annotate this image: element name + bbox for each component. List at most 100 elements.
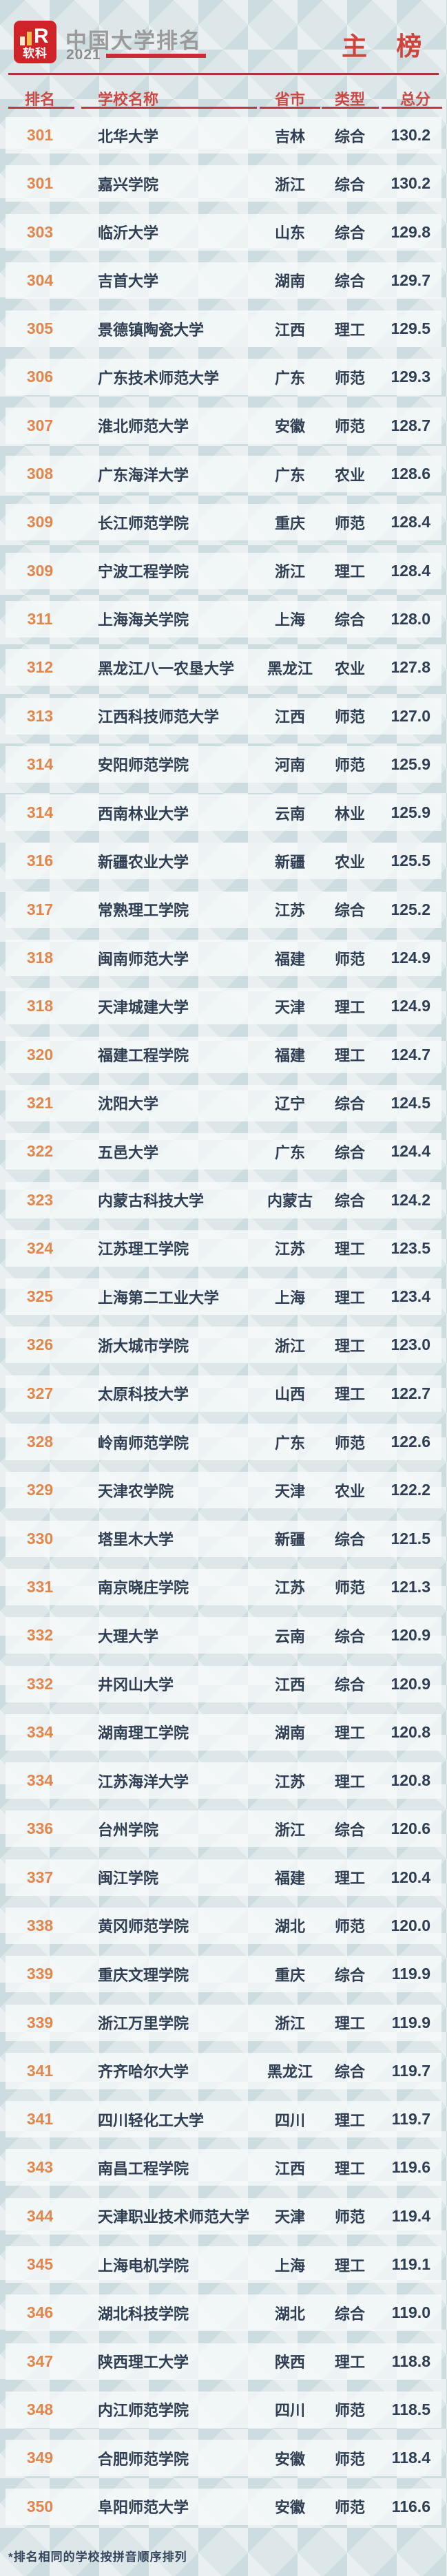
score-cell: 124.9: [391, 949, 430, 967]
score-cell: 124.4: [391, 1142, 430, 1161]
rank-cell: 313: [26, 706, 54, 725]
score-cell: 120.8: [391, 1722, 430, 1741]
type-cell: 理工: [334, 1870, 365, 1888]
type-cell: 农业: [334, 1482, 365, 1500]
bar-chart-icon: R: [20, 26, 49, 47]
school-name-cell: 天津城建大学: [98, 998, 189, 1016]
table-row: 336 台州学院 浙江 综合 120.6: [6, 1810, 441, 1848]
table-row: 350 阜阳师范大学 安徽 师范 116.6: [6, 2488, 441, 2525]
score-cell: 124.2: [391, 1190, 430, 1209]
type-cell: 理工: [334, 1241, 365, 1258]
score-cell: 128.7: [391, 416, 430, 434]
type-cell: 理工: [334, 1386, 365, 1404]
score-cell: 125.2: [391, 900, 430, 918]
table-row: 314 西南林业大学 云南 林业 125.9: [6, 794, 441, 832]
province-cell: 云南: [274, 1627, 305, 1645]
school-name-cell: 宁波工程学院: [98, 563, 189, 581]
rank-cell: 324: [26, 1238, 54, 1257]
province-cell: 陕西: [274, 2354, 305, 2372]
school-name-cell: 内江师范学院: [98, 2402, 189, 2420]
province-cell: 湖南: [274, 1724, 305, 1742]
table-row: 325 上海第二工业大学 上海 理工 123.4: [6, 1278, 441, 1316]
rank-cell: 321: [26, 1093, 54, 1112]
score-cell: 129.3: [391, 368, 430, 386]
rank-cell: 329: [26, 1481, 54, 1499]
rank-cell: 304: [26, 271, 54, 289]
table-row: 330 塔里木大学 新疆 综合 121.5: [6, 1520, 441, 1557]
type-cell: 综合: [334, 1095, 365, 1113]
score-cell: 121.5: [391, 1529, 430, 1548]
school-name-cell: 江西科技师范大学: [98, 708, 220, 726]
score-cell: 120.9: [391, 1626, 430, 1645]
score-cell: 128.6: [391, 465, 430, 483]
header-underline: [81, 107, 257, 109]
school-name-cell: 上海第二工业大学: [98, 1289, 220, 1307]
rank-cell: 301: [26, 174, 54, 193]
table-row: 326 浙大城市学院 浙江 理工 123.0: [6, 1327, 441, 1364]
table-row: 318 闽南师范大学 福建 师范 124.9: [6, 940, 441, 977]
year-row: 2021: [66, 47, 206, 63]
province-cell: 吉林: [274, 127, 305, 145]
province-cell: 山西: [274, 1386, 305, 1404]
rank-cell: 303: [26, 222, 54, 241]
score-cell: 121.3: [391, 1577, 430, 1596]
rank-cell: 346: [26, 2303, 54, 2322]
type-cell: 综合: [334, 1627, 365, 1645]
province-cell: 湖南: [274, 273, 305, 291]
type-cell: 师范: [334, 418, 365, 436]
score-cell: 119.9: [391, 2013, 430, 2031]
province-cell: 浙江: [274, 176, 305, 193]
table-row: 338 黄冈师范学院 湖北 师范 120.0: [6, 1907, 441, 1944]
type-cell: 综合: [334, 611, 365, 629]
type-cell: 综合: [334, 1192, 365, 1210]
table-row: 323 内蒙古科技大学 内蒙古 综合 124.2: [6, 1181, 441, 1218]
province-cell: 浙江: [274, 1337, 305, 1355]
table-row: 344 天津职业技术师范大学 天津 师范 119.4: [6, 2197, 441, 2235]
table-row: 324 江苏理工学院 江苏 理工 123.5: [6, 1229, 441, 1267]
school-name-cell: 长江师范学院: [98, 514, 189, 532]
rank-cell: 332: [26, 1674, 54, 1693]
table-row: 346 湖北科技学院 湖北 综合 119.0: [6, 2294, 441, 2332]
table-row: 347 陕西理工大学 陕西 理工 118.8: [6, 2343, 441, 2380]
rank-cell: 316: [26, 852, 54, 870]
province-cell: 广东: [274, 466, 305, 484]
type-cell: 综合: [334, 224, 365, 242]
school-name-cell: 福建工程学院: [98, 1047, 189, 1065]
province-cell: 江西: [274, 1676, 305, 1693]
school-name-cell: 齐齐哈尔大学: [98, 2063, 189, 2081]
province-cell: 上海: [274, 611, 305, 629]
school-name-cell: 台州学院: [98, 1821, 159, 1839]
table-row: 317 常熟理工学院 江苏 综合 125.2: [6, 891, 441, 928]
rank-cell: 331: [26, 1577, 54, 1596]
school-name-cell: 阜阳师范大学: [98, 2499, 189, 2517]
score-cell: 125.9: [391, 803, 430, 822]
score-cell: 125.9: [391, 754, 430, 773]
province-cell: 江苏: [274, 902, 305, 920]
type-cell: 理工: [334, 2111, 365, 2129]
school-name-cell: 江苏理工学院: [98, 1241, 189, 1258]
school-name-cell: 塔里木大学: [98, 1531, 174, 1549]
score-cell: 123.4: [391, 1287, 430, 1306]
school-name-cell: 闽江学院: [98, 1870, 159, 1888]
rank-cell: 327: [26, 1384, 54, 1402]
type-cell: 师范: [334, 950, 365, 968]
school-name-cell: 浙江万里学院: [98, 2015, 189, 2033]
school-name-cell: 上海电机学院: [98, 2257, 189, 2274]
table-row: 313 江西科技师范大学 江西 师范 127.0: [6, 697, 441, 735]
main-list-badge: 主 榜: [342, 32, 433, 61]
table-row: 303 临沂大学 山东 综合 129.8: [6, 213, 441, 251]
table-row: 349 合肥师范学院 安徽 师范 118.4: [6, 2440, 441, 2477]
rank-cell: 323: [26, 1190, 54, 1209]
province-cell: 湖北: [274, 1918, 305, 1936]
province-cell: 新疆: [274, 1531, 305, 1549]
type-cell: 农业: [334, 853, 365, 871]
score-cell: 119.7: [391, 2110, 430, 2129]
score-cell: 128.4: [391, 513, 430, 531]
year-label: 2021: [66, 47, 101, 63]
score-cell: 129.8: [391, 222, 430, 241]
type-cell: 师范: [334, 1918, 365, 1936]
score-cell: 118.4: [391, 2449, 430, 2467]
bar-icon-medium: [27, 32, 32, 45]
table-row: 309 宁波工程学院 浙江 理工 128.4: [6, 552, 441, 589]
